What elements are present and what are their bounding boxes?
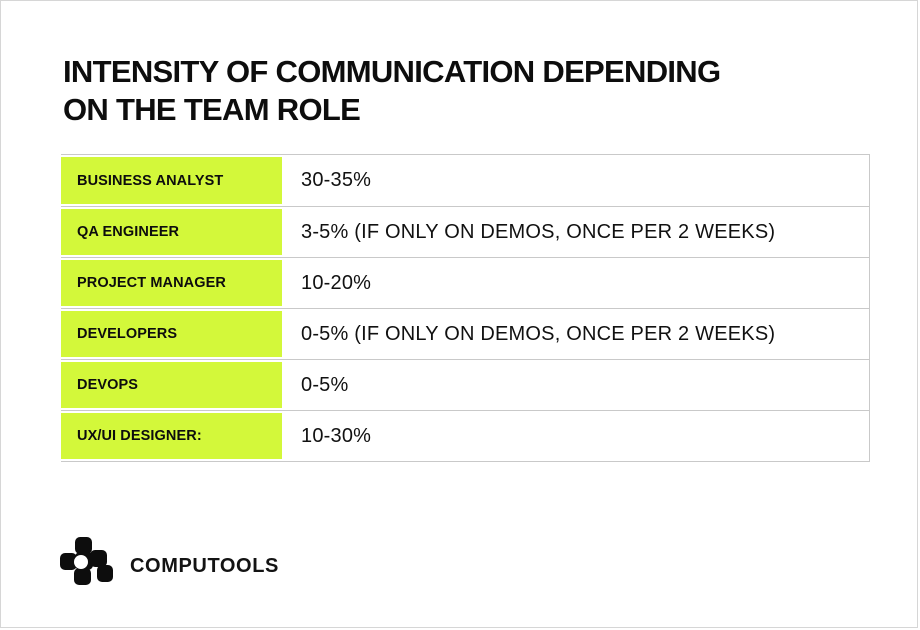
role-cell-highlight: UX/UI DESIGNER: (61, 413, 282, 459)
value-cell: 0-5% (282, 360, 869, 410)
role-cell: UX/UI DESIGNER: (61, 411, 282, 461)
value-cell: 0-5% (IF ONLY ON DEMOS, ONCE PER 2 WEEKS… (282, 309, 869, 359)
role-cell: PROJECT MANAGER (61, 258, 282, 308)
table-row: PROJECT MANAGER 10-20% (61, 257, 869, 308)
value-cell: 3-5% (IF ONLY ON DEMOS, ONCE PER 2 WEEKS… (282, 207, 869, 257)
table-row: BUSINESS ANALYST 30-35% (61, 155, 869, 206)
value-cell: 30-35% (282, 155, 869, 206)
value-cell: 10-20% (282, 258, 869, 308)
table-row: UX/UI DESIGNER: 10-30% (61, 410, 869, 461)
value-label: 30-35% (301, 169, 372, 191)
communication-intensity-table: BUSINESS ANALYST 30-35% QA ENGINEER 3-5%… (61, 154, 870, 462)
role-cell-highlight: QA ENGINEER (61, 209, 282, 255)
table-row: DEVELOPERS 0-5% (IF ONLY ON DEMOS, ONCE … (61, 308, 869, 359)
role-label: UX/UI DESIGNER: (77, 428, 202, 444)
value-cell: 10-30% (282, 411, 869, 461)
value-label: 0-5% (301, 373, 349, 396)
role-cell: BUSINESS ANALYST (61, 155, 282, 206)
value-label: 0-5% (IF ONLY ON DEMOS, ONCE PER 2 WEEKS… (301, 322, 776, 345)
role-cell-highlight: BUSINESS ANALYST (61, 157, 282, 204)
value-label: 10-30% (301, 424, 372, 447)
brand-footer: COMPUTOOLS (59, 536, 279, 590)
role-cell-highlight: DEVELOPERS (61, 311, 282, 357)
computools-logo-icon (60, 537, 113, 585)
role-cell: QA ENGINEER (61, 207, 282, 257)
role-cell-highlight: DEVOPS (61, 362, 282, 408)
role-label: BUSINESS ANALYST (77, 172, 224, 189)
role-cell-highlight: PROJECT MANAGER (61, 260, 282, 306)
page-title: INTENSITY OF COMMUNICATION DEPENDING ON … (63, 53, 721, 129)
role-cell: DEVELOPERS (61, 309, 282, 359)
value-label: 3-5% (IF ONLY ON DEMOS, ONCE PER 2 WEEKS… (301, 220, 776, 243)
role-label: DEVOPS (77, 377, 139, 393)
role-label: QA ENGINEER (77, 224, 180, 240)
value-label: 10-20% (301, 271, 372, 294)
page-title-line-2: ON THE TEAM ROLE (63, 92, 361, 127)
role-label: PROJECT MANAGER (77, 275, 226, 291)
brand-name: COMPUTOOLS (130, 554, 279, 577)
table-row: DEVOPS 0-5% (61, 359, 869, 410)
page-title-line-1: INTENSITY OF COMMUNICATION DEPENDING (63, 54, 721, 89)
table-row: QA ENGINEER 3-5% (IF ONLY ON DEMOS, ONCE… (61, 206, 869, 257)
role-label: DEVELOPERS (77, 326, 178, 342)
role-cell: DEVOPS (61, 360, 282, 410)
